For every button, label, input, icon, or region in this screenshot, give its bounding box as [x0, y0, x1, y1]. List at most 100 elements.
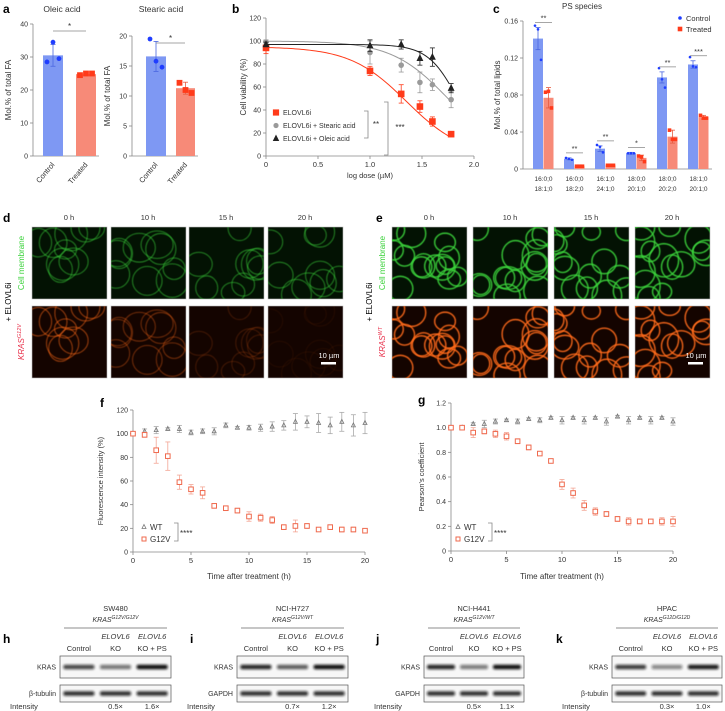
cell-outline [691, 239, 710, 267]
data-point [570, 158, 574, 162]
data-point [234, 424, 241, 430]
cell-outline [396, 306, 427, 328]
data-point [648, 416, 654, 423]
blot-row-label: KRAS [401, 665, 420, 672]
data-point [269, 423, 275, 429]
protein-band [276, 664, 309, 670]
cell-outline [78, 227, 106, 240]
blot-row-label: GAPDH [208, 691, 233, 698]
y-tick-label: 0.04 [504, 130, 518, 137]
y-axis-label: Mol.% of total FA [103, 65, 112, 126]
bar-control [146, 56, 166, 156]
cell-outline [78, 306, 106, 319]
data-point [673, 137, 678, 142]
data-point [159, 64, 165, 70]
micrograph-membrane [31, 226, 108, 300]
bar-control [688, 64, 698, 169]
y-tick-label: 0.8 [436, 450, 446, 457]
cell-outline [521, 239, 548, 273]
intensity-label: Intensity [374, 702, 402, 711]
x-tick-label: 10 [558, 555, 566, 564]
time-label: 15 h [219, 213, 234, 222]
y-tick-label: 80 [120, 455, 128, 462]
row-label-membrane: Cell membrane [378, 235, 387, 290]
data-point [416, 54, 424, 61]
row-label-kras: KRASWT [378, 326, 387, 357]
lane-label: ELOVL6 [689, 632, 718, 641]
cell-outline [554, 251, 573, 274]
cell-outline [246, 247, 264, 275]
y-tick-label: 0.16 [504, 19, 518, 26]
data-point [176, 425, 183, 431]
significance-label: ** [373, 120, 379, 129]
data-point [366, 41, 374, 49]
cell-outline [54, 239, 77, 260]
lane-label: KO [110, 644, 121, 653]
cell-outlines [635, 227, 710, 299]
data-point [199, 427, 206, 434]
cell-outline [309, 348, 337, 377]
cell-outline [411, 332, 436, 358]
data-point [77, 72, 83, 79]
significance-label: ** [572, 144, 578, 153]
cell-outline [591, 358, 623, 378]
protein-band [493, 664, 521, 670]
y-tick-label: 60 [253, 85, 261, 92]
lane-label: KO + PS [492, 644, 521, 653]
data-point [362, 527, 368, 534]
data-point [670, 518, 676, 525]
data-point [570, 414, 576, 420]
cell-outlines [268, 227, 343, 299]
y-tick-label: 0 [442, 549, 446, 556]
cell-outlines [392, 306, 467, 378]
data-point [165, 453, 171, 459]
cell-outline [591, 248, 618, 275]
x-tick-label: 15 [303, 556, 311, 565]
data-point [701, 116, 706, 120]
x-tick-label: 18:0;0 [658, 176, 676, 183]
cell-outline [554, 306, 576, 317]
protein-band [313, 691, 345, 696]
data-point [698, 113, 703, 118]
cell-outline [392, 354, 414, 378]
time-label: 15 h [584, 213, 599, 222]
cell-outline [614, 227, 629, 242]
x-tick-label: 24:1;0 [596, 186, 614, 193]
data-point [448, 424, 454, 431]
data-point [629, 151, 633, 155]
lane-label: KO + PS [137, 644, 166, 653]
micrograph-frame [110, 305, 187, 379]
data-point [188, 486, 194, 493]
bar-treated [636, 157, 647, 169]
data-point [223, 505, 229, 512]
cell-outline [231, 351, 255, 376]
cell-outline [111, 319, 132, 347]
scale-bar-label: 10 µm [319, 351, 340, 360]
significance-label: ** [603, 132, 609, 141]
data-point [514, 438, 521, 445]
cell-outline [132, 266, 163, 296]
cell-outline [581, 306, 601, 320]
y-tick-label: 20 [253, 131, 261, 138]
bar-treated [76, 74, 96, 156]
y-tick-label: 0.12 [504, 56, 518, 63]
cell-outline [140, 230, 174, 259]
cell-outline [473, 306, 490, 320]
cell-outline [473, 274, 491, 296]
cell-outline [227, 306, 252, 321]
genotype-superscript: G12D/G12D [663, 615, 691, 621]
legend-marker [273, 122, 279, 129]
data-point [182, 87, 189, 93]
cell-outline [303, 227, 327, 246]
scale-bar [688, 362, 703, 365]
micrograph-membrane [391, 226, 468, 300]
data-point [366, 67, 374, 75]
data-point [564, 156, 568, 160]
y-tick-label: 0 [123, 154, 127, 161]
data-point [339, 526, 345, 533]
data-point [539, 58, 543, 62]
data-point [592, 508, 599, 515]
micrograph-membrane [553, 226, 630, 300]
protein-band [240, 664, 272, 670]
cell-outline [560, 353, 589, 378]
